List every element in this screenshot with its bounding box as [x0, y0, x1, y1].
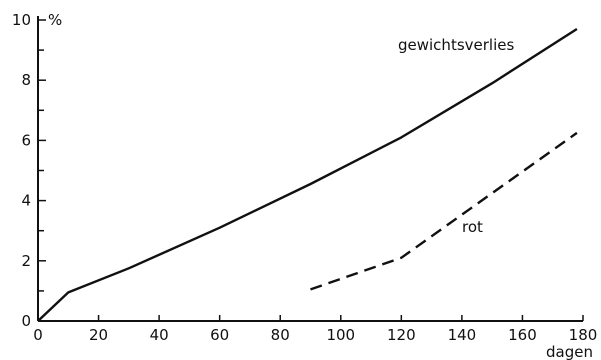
x-tick-label: 40 [150, 326, 169, 344]
x-tick-label: 100 [326, 326, 355, 344]
x-axis-unit: dagen [546, 343, 593, 360]
x-tick-label: 80 [271, 326, 290, 344]
x-tick-label: 120 [387, 326, 416, 344]
x-tick-label: 180 [569, 326, 598, 344]
x-tick-label: 160 [508, 326, 537, 344]
y-axis-unit: % [48, 11, 62, 29]
y-ticks: 0 2 4 6 8 10 [12, 11, 46, 330]
y-tick-label: 6 [21, 131, 31, 149]
series-line-gewichtsverlies [37, 27, 578, 322]
series-label-gewichtsverlies: gewichtsverlies [398, 36, 514, 54]
series-label-rot: rot [462, 218, 483, 236]
x-tick-label: 20 [89, 326, 108, 344]
y-tick-label: 8 [21, 71, 31, 89]
x-tick-label: 0 [33, 326, 43, 344]
y-tick-label: 10 [12, 11, 31, 29]
axes: 0 2 4 6 8 10 0 20 40 60 80 100 120 140 160 180 [12, 11, 597, 344]
x-tick-label: 140 [448, 326, 477, 344]
series-layer: gewichtsverlies rot [37, 27, 578, 322]
y-tick-label: 4 [21, 192, 31, 210]
x-tick-label: 60 [210, 326, 229, 344]
x-ticks: 0 20 40 60 80 100 120 140 160 180 [33, 315, 597, 344]
y-tick-label: 2 [21, 252, 31, 270]
series-line-rot [310, 131, 578, 291]
y-tick-label: 0 [21, 312, 31, 330]
